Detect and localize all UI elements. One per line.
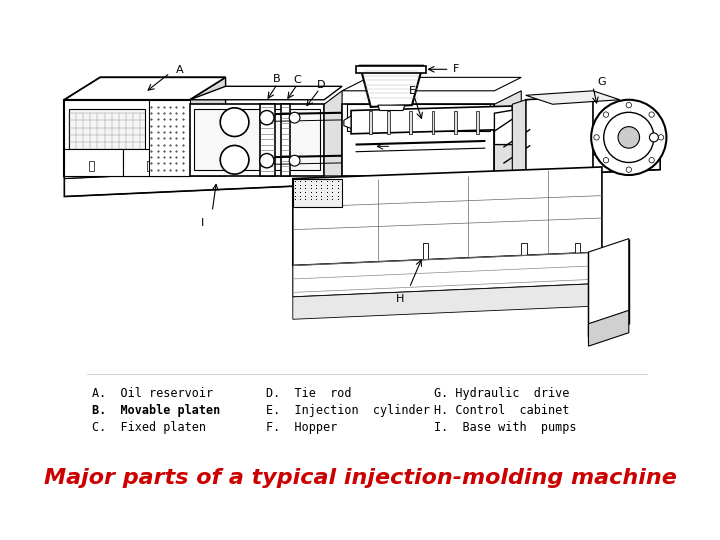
Polygon shape: [526, 95, 593, 185]
Text: A: A: [176, 65, 184, 75]
Text: D: D: [317, 79, 325, 90]
Text: C.  Fixed platen: C. Fixed platen: [92, 421, 206, 434]
Polygon shape: [344, 116, 351, 129]
Polygon shape: [378, 105, 405, 111]
Text: H: H: [396, 294, 404, 303]
Text: F.  Hopper: F. Hopper: [266, 421, 338, 434]
Bar: [575, 243, 580, 258]
Text: G. Hydraulic  drive: G. Hydraulic drive: [434, 387, 570, 400]
Polygon shape: [356, 66, 426, 73]
Polygon shape: [387, 111, 390, 134]
Polygon shape: [190, 86, 342, 100]
Circle shape: [649, 112, 654, 117]
Polygon shape: [360, 66, 423, 107]
Polygon shape: [351, 106, 513, 134]
Polygon shape: [432, 111, 434, 134]
Circle shape: [289, 156, 300, 166]
Polygon shape: [64, 77, 225, 100]
Text: E: E: [409, 86, 416, 96]
Circle shape: [626, 167, 631, 172]
Circle shape: [591, 100, 667, 175]
Polygon shape: [190, 104, 324, 176]
Polygon shape: [64, 100, 190, 176]
Bar: [147, 161, 151, 171]
Polygon shape: [495, 91, 521, 176]
Bar: [89, 161, 94, 171]
Polygon shape: [293, 252, 602, 297]
Circle shape: [626, 103, 631, 108]
Circle shape: [220, 108, 249, 137]
Text: I.  Base with  pumps: I. Base with pumps: [434, 421, 577, 434]
Circle shape: [260, 153, 274, 168]
Text: D.  Tie  rod: D. Tie rod: [266, 387, 352, 400]
Polygon shape: [526, 91, 620, 104]
Text: B: B: [273, 74, 281, 84]
Text: G: G: [598, 77, 606, 87]
Polygon shape: [342, 77, 521, 91]
Polygon shape: [477, 111, 480, 134]
Text: C: C: [294, 75, 302, 85]
Polygon shape: [342, 104, 495, 176]
Polygon shape: [64, 149, 660, 197]
Circle shape: [658, 134, 664, 140]
Polygon shape: [513, 100, 526, 185]
Circle shape: [603, 158, 608, 163]
Circle shape: [220, 145, 249, 174]
Text: F: F: [453, 64, 459, 75]
Polygon shape: [260, 104, 275, 176]
Bar: [122, 149, 181, 176]
Polygon shape: [190, 77, 225, 176]
Circle shape: [603, 112, 654, 163]
Polygon shape: [293, 167, 602, 266]
Circle shape: [594, 134, 599, 140]
Polygon shape: [369, 111, 372, 134]
Bar: [521, 243, 526, 259]
Text: I: I: [200, 218, 204, 228]
Bar: [69, 109, 145, 167]
Circle shape: [289, 112, 300, 123]
Text: Major parts of a typical injection-molding machine: Major parts of a typical injection-moldi…: [44, 468, 676, 488]
Circle shape: [260, 111, 274, 125]
Text: H. Control  cabinet: H. Control cabinet: [434, 404, 570, 417]
Polygon shape: [194, 109, 320, 170]
Polygon shape: [64, 77, 225, 100]
Text: E.  Injection  cylinder: E. Injection cylinder: [266, 404, 431, 417]
Circle shape: [618, 127, 639, 148]
Bar: [64, 149, 122, 176]
Polygon shape: [495, 109, 521, 145]
Polygon shape: [588, 310, 629, 346]
Circle shape: [649, 158, 654, 163]
Polygon shape: [293, 179, 342, 207]
Text: A.  Oil reservoir: A. Oil reservoir: [92, 387, 213, 400]
Polygon shape: [150, 100, 190, 176]
Polygon shape: [588, 239, 629, 337]
Polygon shape: [293, 284, 602, 319]
Text: B.  Movable platen: B. Movable platen: [92, 404, 220, 417]
Polygon shape: [64, 140, 660, 179]
Circle shape: [649, 133, 658, 142]
Bar: [423, 243, 428, 261]
Polygon shape: [454, 111, 456, 134]
Polygon shape: [346, 104, 490, 131]
Polygon shape: [409, 111, 412, 134]
Circle shape: [603, 112, 608, 117]
Polygon shape: [281, 104, 290, 176]
Polygon shape: [324, 91, 342, 176]
